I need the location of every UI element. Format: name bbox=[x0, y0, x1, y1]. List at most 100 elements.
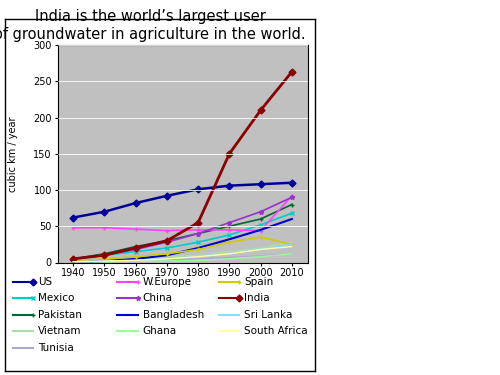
US bbox=[195, 187, 201, 192]
Sri Lanka bbox=[289, 242, 295, 247]
India bbox=[195, 220, 201, 225]
Ghana bbox=[289, 252, 295, 256]
Line: China: China bbox=[70, 195, 294, 261]
US bbox=[70, 215, 76, 220]
Pakistan bbox=[258, 217, 264, 221]
Spain bbox=[289, 242, 295, 247]
Tunisia bbox=[132, 258, 138, 262]
Bangladesh bbox=[289, 217, 295, 221]
China bbox=[258, 210, 264, 214]
India bbox=[102, 253, 107, 258]
Sri Lanka bbox=[70, 260, 76, 264]
Text: Every fourth
cultivator owns an
irrigation well; non-
owners depend on
groundwat: Every fourth cultivator owns an irrigati… bbox=[332, 142, 440, 220]
US bbox=[258, 182, 264, 186]
Pakistan bbox=[102, 252, 107, 256]
Vietnam bbox=[195, 253, 201, 258]
Spain bbox=[258, 235, 264, 239]
Mexico bbox=[102, 253, 107, 258]
Line: Spain: Spain bbox=[70, 235, 294, 264]
Ghana bbox=[195, 258, 201, 262]
Text: India has over 20
million irrigation
wells. We add 0.8
million/year.: India has over 20 million irrigation wel… bbox=[332, 11, 430, 62]
Text: Ghana: Ghana bbox=[142, 326, 177, 336]
Ghana bbox=[164, 259, 170, 263]
Line: Vietnam: Vietnam bbox=[73, 242, 292, 261]
South Africa bbox=[70, 260, 76, 264]
Mexico bbox=[289, 211, 295, 216]
Spain bbox=[164, 252, 170, 256]
South Africa bbox=[226, 252, 232, 256]
Pakistan bbox=[70, 256, 76, 261]
India bbox=[258, 108, 264, 112]
Spain bbox=[132, 255, 138, 259]
US bbox=[289, 180, 295, 185]
Pakistan bbox=[195, 231, 201, 236]
China bbox=[164, 240, 170, 244]
China bbox=[132, 247, 138, 252]
Vietnam bbox=[258, 246, 264, 250]
Text: India: India bbox=[244, 293, 270, 303]
Text: Tunisia: Tunisia bbox=[38, 343, 74, 353]
Tunisia bbox=[102, 259, 107, 263]
Bangladesh bbox=[102, 259, 107, 263]
Tunisia bbox=[195, 256, 201, 261]
Bangladesh bbox=[164, 253, 170, 258]
Line: Mexico: Mexico bbox=[70, 211, 294, 261]
Vietnam bbox=[289, 240, 295, 244]
India bbox=[226, 152, 232, 156]
China bbox=[195, 231, 201, 236]
US bbox=[164, 194, 170, 198]
Sri Lanka bbox=[132, 258, 138, 262]
China bbox=[289, 195, 295, 200]
Spain bbox=[102, 256, 107, 261]
South Africa bbox=[132, 258, 138, 262]
Text: Increasing irrigation
in canal and tank
commands is with
Pumped water: Increasing irrigation in canal and tank … bbox=[332, 285, 444, 336]
Pakistan bbox=[226, 224, 232, 228]
W.Europe bbox=[289, 194, 295, 198]
Mexico bbox=[164, 246, 170, 250]
Vietnam bbox=[70, 259, 76, 263]
Line: Tunisia: Tunisia bbox=[73, 254, 292, 262]
Tunisia bbox=[289, 252, 295, 256]
South Africa bbox=[102, 259, 107, 263]
Text: Bangladesh: Bangladesh bbox=[142, 310, 204, 320]
Mexico bbox=[132, 249, 138, 254]
Line: Pakistan: Pakistan bbox=[70, 202, 294, 261]
Line: US: US bbox=[70, 180, 294, 220]
Ghana bbox=[70, 260, 76, 264]
Bangladesh bbox=[226, 237, 232, 242]
India bbox=[164, 238, 170, 243]
Sri Lanka bbox=[164, 256, 170, 261]
W.Europe bbox=[132, 227, 138, 231]
Line: South Africa: South Africa bbox=[73, 246, 292, 262]
Bangladesh bbox=[258, 228, 264, 232]
Text: South Africa: South Africa bbox=[244, 326, 308, 336]
Bangladesh bbox=[195, 246, 201, 250]
Pakistan bbox=[289, 202, 295, 207]
Sri Lanka bbox=[226, 252, 232, 256]
Line: Bangladesh: Bangladesh bbox=[73, 219, 292, 262]
Tunisia bbox=[70, 260, 76, 264]
China bbox=[226, 220, 232, 225]
China bbox=[102, 253, 107, 258]
India bbox=[70, 256, 76, 261]
Line: India: India bbox=[70, 69, 294, 261]
Text: W.Europe: W.Europe bbox=[142, 277, 192, 286]
Tunisia bbox=[226, 255, 232, 260]
South Africa bbox=[164, 256, 170, 261]
Line: Ghana: Ghana bbox=[73, 254, 292, 262]
Mexico bbox=[258, 222, 264, 227]
Pakistan bbox=[132, 244, 138, 249]
W.Europe bbox=[258, 228, 264, 233]
Pakistan bbox=[164, 238, 170, 243]
Mexico bbox=[70, 256, 76, 261]
Ghana bbox=[102, 260, 107, 264]
Spain bbox=[70, 259, 76, 263]
Text: Spain: Spain bbox=[244, 277, 274, 286]
Tunisia bbox=[258, 254, 264, 258]
Text: India is the world’s largest user
of groundwater in agriculture in the world.: India is the world’s largest user of gro… bbox=[0, 9, 306, 42]
Mexico bbox=[226, 233, 232, 237]
Sri Lanka bbox=[102, 259, 107, 263]
South Africa bbox=[289, 244, 295, 249]
Y-axis label: cubic km / year: cubic km / year bbox=[8, 116, 18, 192]
Text: Sri Lanka: Sri Lanka bbox=[244, 310, 293, 320]
